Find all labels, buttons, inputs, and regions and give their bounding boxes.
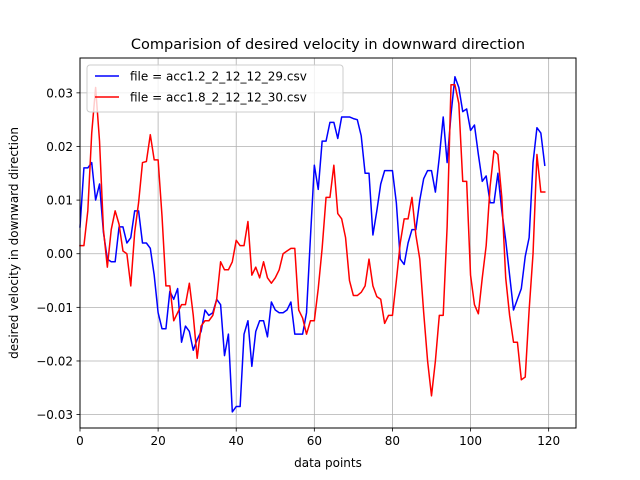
plot-frame <box>79 57 577 429</box>
legend-box <box>86 64 344 113</box>
y-tick-label: −0.02 <box>36 354 73 368</box>
y-tick-label: 0.02 <box>46 140 73 154</box>
y-axis-label: desired velocity in downward direction <box>7 127 21 359</box>
legend-label: file = acc1.8_2_12_12_30.csv <box>130 91 307 105</box>
x-tick-label: 40 <box>229 434 244 448</box>
x-tick-label: 60 <box>307 434 322 448</box>
y-tick-label: 0.00 <box>46 247 73 261</box>
y-tick-label: 0.03 <box>46 86 73 100</box>
series-line-2 <box>79 84 546 397</box>
chart-title: Comparision of desired velocity in downw… <box>131 37 525 53</box>
x-tick-label: 20 <box>150 434 165 448</box>
y-tick-label: −0.03 <box>36 408 73 422</box>
x-tick-label: 80 <box>385 434 400 448</box>
y-tick-label: −0.01 <box>36 301 73 315</box>
series-line-1 <box>79 76 546 413</box>
series-layer <box>79 76 546 413</box>
legend-label: file = acc1.2_2_12_12_29.csv <box>130 70 307 84</box>
y-tick-label: 0.01 <box>46 194 73 208</box>
x-axis-label: data points <box>294 456 362 470</box>
x-tick-label: 0 <box>76 434 84 448</box>
tick-layer: 0 20 40 60 80 100 120 −0.03 −0.02 −0.01 0.00 0.01 0.… <box>36 86 560 448</box>
x-tick-label: 120 <box>537 434 560 448</box>
x-tick-label: 100 <box>459 434 482 448</box>
